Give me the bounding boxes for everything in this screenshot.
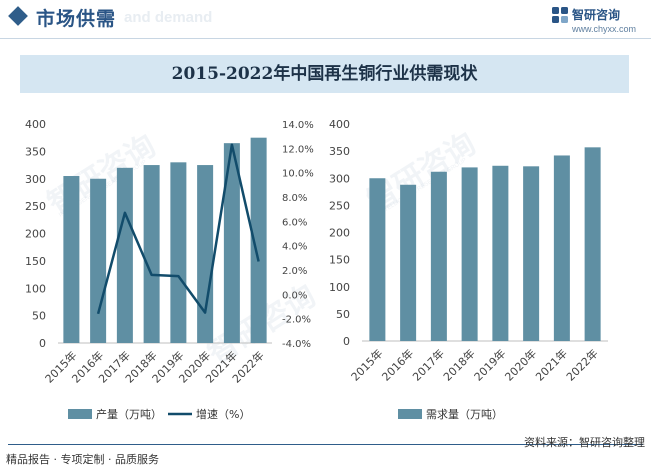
- bar: [369, 178, 386, 341]
- bar: [143, 165, 160, 343]
- bar: [197, 165, 214, 343]
- chart-title: 2015-2022年中国再生铜行业供需现状: [171, 64, 478, 84]
- bar: [523, 166, 540, 341]
- legend-label: 增速（%）: [196, 407, 250, 421]
- source-note: 资料来源：智研咨询整理: [524, 436, 645, 449]
- y-left-tick-label: 100: [329, 281, 350, 294]
- y-left-tick-label: 350: [25, 145, 46, 158]
- x-tick-label: 2022年: [563, 346, 600, 383]
- y-left-tick-label: 0: [39, 337, 46, 350]
- y-left-tick-label: 300: [329, 172, 350, 185]
- y-left-tick-label: 150: [25, 255, 46, 268]
- x-tick-label: 2018年: [440, 346, 477, 383]
- y-left-tick-label: 250: [329, 199, 350, 212]
- y-left-tick-label: 300: [25, 173, 46, 186]
- y-left-tick-label: 150: [329, 254, 350, 267]
- growth-rate-line: [96, 143, 260, 315]
- bar: [461, 167, 478, 341]
- header-watermark: and demand: [124, 9, 213, 26]
- y-right-tick-label: -4.0%: [282, 339, 311, 350]
- y-right-tick-label: 6.0%: [282, 217, 307, 228]
- brand-url: www.chyxx.com: [572, 24, 637, 34]
- bar: [170, 162, 187, 343]
- bar: [116, 167, 133, 343]
- bar: [90, 178, 107, 343]
- bar: [492, 165, 509, 341]
- y-left-tick-label: 0: [343, 335, 350, 348]
- bar: [553, 155, 570, 341]
- y-left-tick-label: 200: [25, 228, 46, 241]
- header-divider: [0, 38, 651, 39]
- x-tick-label: 2020年: [502, 346, 539, 383]
- y-left-tick-label: 400: [329, 118, 350, 131]
- y-left-tick-label: 250: [25, 200, 46, 213]
- bar: [250, 137, 267, 343]
- bar: [430, 171, 447, 341]
- legend-bar-swatch: [68, 409, 92, 419]
- y-right-tick-label: 12.0%: [282, 144, 314, 155]
- chart-title-box: 2015-2022年中国再生铜行业供需现状: [20, 55, 629, 93]
- y-left-tick-label: 400: [25, 118, 46, 131]
- legend-label: 产量（万吨）: [96, 407, 162, 421]
- y-left-tick-label: 50: [336, 308, 350, 321]
- bar: [400, 184, 417, 341]
- brand-logo-icon: [552, 7, 568, 23]
- y-left-tick-label: 200: [329, 227, 350, 240]
- bar: [223, 143, 240, 343]
- legend-bar-swatch: [398, 409, 422, 419]
- x-tick-label: 2016年: [379, 346, 416, 383]
- footer-divider: [8, 444, 643, 445]
- bar: [584, 147, 601, 341]
- footer-tagline: 精品报告 · 专项定制 · 品质服务: [6, 453, 159, 466]
- bar: [63, 176, 80, 343]
- y-right-tick-label: -2.0%: [282, 315, 311, 326]
- y-right-tick-label: 4.0%: [282, 242, 307, 253]
- y-left-tick-label: 50: [32, 310, 46, 323]
- legend-label: 需求量（万吨）: [426, 408, 503, 421]
- y-right-tick-label: 2.0%: [282, 266, 307, 277]
- section-title: 市场供需: [36, 8, 117, 30]
- y-right-tick-label: 0.0%: [282, 290, 307, 301]
- x-tick-label: 2019年: [471, 346, 508, 383]
- y-left-tick-label: 100: [25, 282, 46, 295]
- x-tick-label: 2021年: [533, 346, 570, 383]
- y-right-tick-label: 8.0%: [282, 193, 307, 204]
- x-tick-label: 2015年: [348, 346, 385, 383]
- y-right-tick-label: 10.0%: [282, 169, 314, 180]
- x-tick-label: 2017年: [410, 346, 447, 383]
- brand-name: 智研咨询: [572, 8, 621, 22]
- header-bar: 市场供需 and demand 智研咨询 www.chyxx.com: [0, 0, 651, 39]
- y-left-tick-label: 350: [329, 145, 350, 158]
- y-right-tick-label: 14.0%: [282, 120, 314, 131]
